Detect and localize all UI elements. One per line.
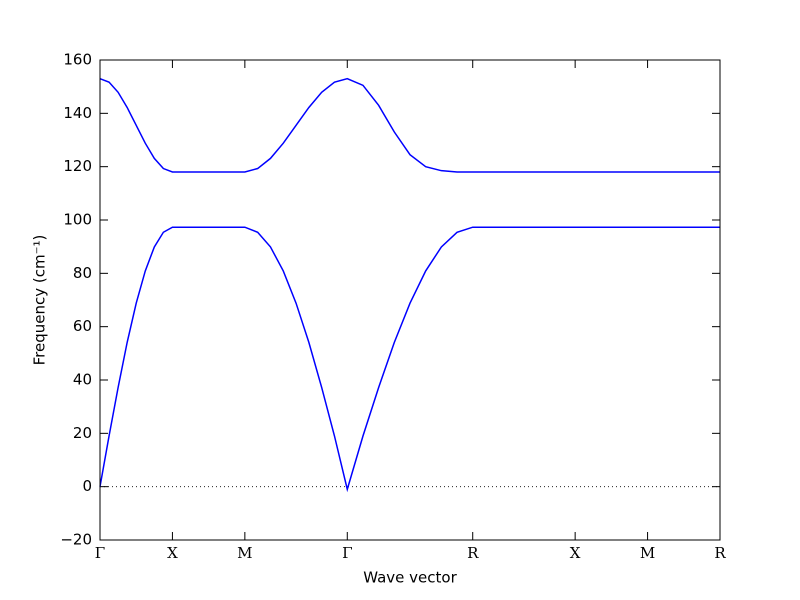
x-tick-label: X [570, 544, 581, 562]
x-tick-label: Γ [342, 544, 352, 562]
x-tick-label: R [714, 544, 726, 562]
y-tick-label: 160 [63, 51, 92, 69]
y-tick-label: 60 [73, 317, 92, 335]
y-tick-label: 20 [73, 424, 92, 442]
x-axis-label: Wave vector [363, 569, 457, 587]
y-axis-label: Frequency (cm⁻¹) [31, 235, 49, 366]
band-line [99, 226, 720, 493]
x-tick-label: M [640, 544, 655, 562]
y-tick-label: 80 [73, 264, 92, 282]
x-tick-label: M [237, 544, 252, 562]
y-tick-label: −20 [60, 531, 92, 549]
y-tick-label: 40 [73, 371, 92, 389]
y-tick-label: 100 [63, 211, 92, 229]
plot-frame [99, 59, 721, 541]
band-line [99, 77, 720, 173]
x-tick-label: Γ [95, 544, 105, 562]
y-tick-label: 120 [63, 157, 92, 175]
x-tick-label: R [467, 544, 479, 562]
y-tick-label: 140 [63, 104, 92, 122]
y-tick-label: 0 [82, 477, 92, 495]
x-tick-label: X [167, 544, 178, 562]
